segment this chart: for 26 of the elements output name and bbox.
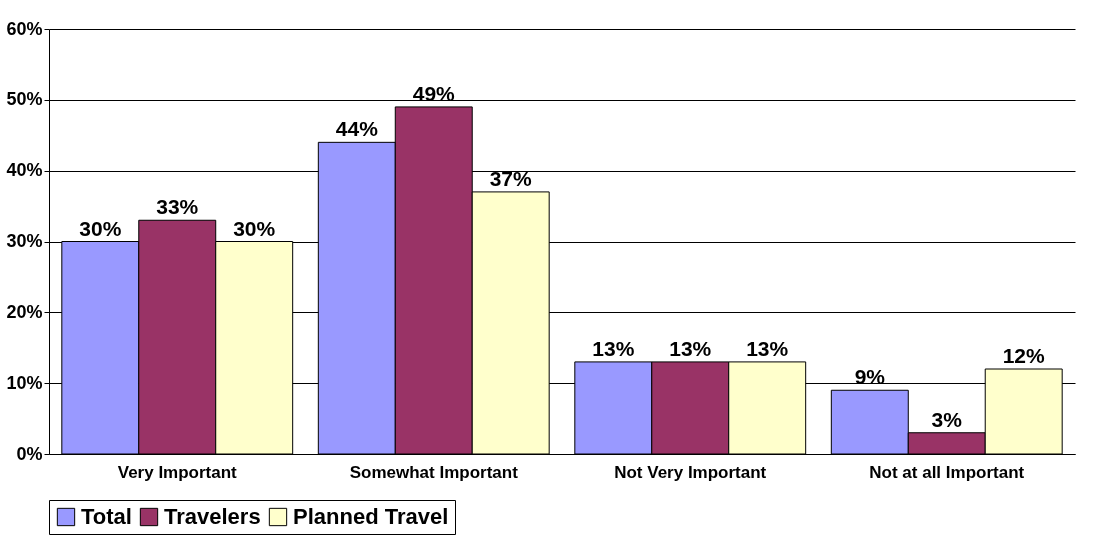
y-tick-label: 30% [6,231,43,251]
data-label: 13% [746,336,789,360]
data-label: 49% [412,81,456,105]
legend-label: Travelers [164,504,261,529]
data-label: 33% [156,195,199,219]
data-label: 44% [335,117,379,141]
data-label: 13% [592,336,635,360]
data-label: 37% [489,166,533,190]
data-label: 9% [854,365,886,389]
y-tick-label: 0% [16,443,43,464]
data-label: 30% [233,216,276,240]
x-tick-label: Very Important [117,462,238,482]
x-tick-label: Not Very Important [614,462,767,482]
x-tick-label: Somewhat Important [349,462,519,482]
data-label: 30% [79,216,122,240]
y-tick-label: 60% [6,18,43,39]
legend-label: Planned Travel [293,504,449,529]
y-tick-label: 10% [6,372,43,393]
data-label: 13% [669,336,712,360]
y-tick-label: 20% [6,301,43,322]
x-tick-label: Not at all Important [869,462,1025,482]
legend-label: Total [81,504,132,529]
data-label: 12% [1002,344,1046,367]
y-tick-label: 50% [6,89,43,110]
data-label: 3% [931,407,963,431]
y-tick-label: 40% [6,160,43,181]
